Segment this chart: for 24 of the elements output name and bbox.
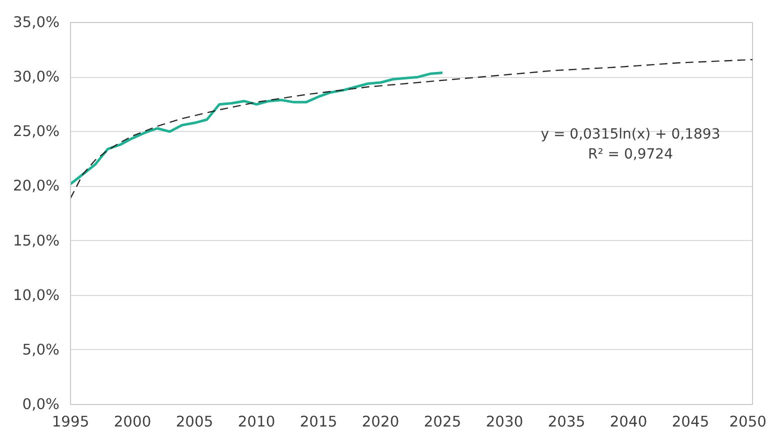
y-tick-label: 35,0% bbox=[12, 14, 60, 31]
y-tick-label: 25,0% bbox=[12, 123, 60, 140]
x-tick-label: 2025 bbox=[424, 414, 462, 430]
x-tick-label: 2035 bbox=[548, 414, 586, 430]
x-tick-label: 2000 bbox=[114, 414, 152, 430]
annotation: y = 0,0315ln(x) + 0,1893 bbox=[540, 126, 720, 142]
x-tick-label: 1995 bbox=[52, 414, 90, 430]
x-tick-label: 2050 bbox=[729, 414, 766, 430]
x-tick-label: 2020 bbox=[362, 414, 400, 430]
x-tick-label: 2015 bbox=[300, 414, 338, 430]
y-tick-label: 15,0% bbox=[12, 232, 60, 250]
y-tick-label: 10,0% bbox=[12, 286, 60, 304]
x-tick-label: 2010 bbox=[238, 414, 276, 430]
x-tick-label: 2040 bbox=[610, 414, 648, 430]
line-series bbox=[70, 59, 752, 199]
y-tick-label: 0,0% bbox=[22, 396, 60, 413]
y-tick-label: 30,0% bbox=[12, 68, 60, 86]
x-tick-label: 2045 bbox=[672, 414, 710, 430]
line-series bbox=[70, 71, 444, 186]
y-tick-label: 20,0% bbox=[12, 178, 60, 195]
x-tick-label: 2030 bbox=[486, 414, 524, 430]
annotation: R² = 0,9724 bbox=[588, 146, 674, 162]
y-tick-label: 5,0% bbox=[22, 341, 60, 358]
x-tick-label: 2005 bbox=[176, 414, 214, 430]
